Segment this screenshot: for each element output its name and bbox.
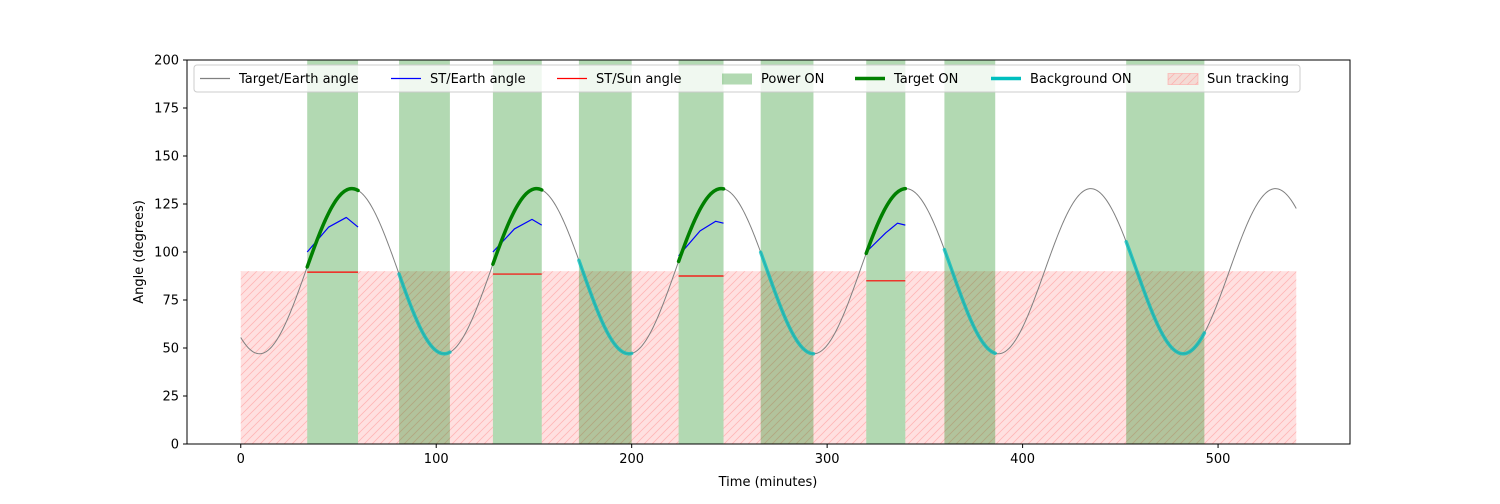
x-tick-label-1: 100 <box>424 452 449 467</box>
x-tick-label-3: 300 <box>815 452 840 467</box>
y-tick-label-4: 100 <box>154 246 179 261</box>
y-tick-label-7: 175 <box>154 102 179 117</box>
power-on-span-4 <box>678 60 724 444</box>
power-on-span-0 <box>307 60 359 444</box>
x-tick-label-4: 400 <box>1010 452 1035 467</box>
legend-label-st_earth: ST/Earth angle <box>430 72 526 87</box>
background-on-segment-4 <box>1124 240 1207 356</box>
target-on-segment-1 <box>491 186 544 266</box>
power-on-span-7 <box>944 60 996 444</box>
legend-label-sun_tracking: Sun tracking <box>1207 72 1289 87</box>
sun-tracking-hatch-2 <box>541 271 679 444</box>
legend-swatch-power_on <box>722 73 752 85</box>
st-earth-line-1 <box>492 218 543 253</box>
plot-layer <box>240 60 1297 444</box>
x-tick-label-2: 200 <box>619 452 644 467</box>
y-axis-label: Angle (degrees) <box>132 200 147 304</box>
legend-label-power_on: Power ON <box>761 72 824 87</box>
x-tick-label-5: 500 <box>1206 452 1231 467</box>
background-on-segment-1 <box>577 258 634 356</box>
legend-label-background_on: Background ON <box>1030 72 1132 87</box>
power-on-span-6 <box>866 60 906 444</box>
background-on-segment-2 <box>758 250 816 356</box>
sun-tracking-hatch-1 <box>358 271 493 444</box>
background-on-segment-0 <box>397 272 452 356</box>
power-on-span-5 <box>760 60 814 444</box>
y-tick-label-6: 150 <box>154 150 179 165</box>
y-tick-label-8: 200 <box>154 54 179 69</box>
background-on-segment-3 <box>942 247 997 356</box>
y-tick-label-2: 50 <box>162 342 179 357</box>
sun-tracking-hatch-4 <box>905 271 1297 444</box>
legend-label-st_sun: ST/Sun angle <box>596 72 682 87</box>
legend-label-target_earth: Target/Earth angle <box>238 72 359 87</box>
power-on-span-1 <box>399 60 450 444</box>
sun-tracking-hatch-3 <box>723 271 867 444</box>
y-tick-label-5: 125 <box>154 198 179 213</box>
target-on-segment-3 <box>864 186 908 256</box>
legend-label-target_on: Target ON <box>893 72 958 87</box>
power-on-span-8 <box>1126 60 1205 444</box>
target-on-segment-2 <box>676 186 726 264</box>
x-tick-label-0: 0 <box>237 452 245 467</box>
x-axis: 0 100 200 300 400 500 <box>237 444 1231 467</box>
y-tick-label-3: 75 <box>162 294 179 309</box>
y-tick-label-0: 0 <box>171 438 179 453</box>
st-earth-line-2 <box>678 220 724 257</box>
legend-frame <box>193 64 1301 93</box>
y-tick-label-1: 25 <box>162 390 179 405</box>
power-on-span-2 <box>492 60 542 444</box>
x-axis-label: Time (minutes) <box>718 475 818 490</box>
y-axis: 0 25 50 75 100 125 150 175 200 <box>154 54 187 453</box>
power-on-span-3 <box>578 60 632 444</box>
st-earth-line-3 <box>865 222 906 253</box>
legend-swatch-sun_tracking <box>1168 73 1198 85</box>
target-on-segment-0 <box>305 186 360 269</box>
legend: Target/Earth angle ST/Earth angle ST/Sun a… <box>193 64 1301 93</box>
sun-tracking-hatch-0 <box>240 271 308 444</box>
